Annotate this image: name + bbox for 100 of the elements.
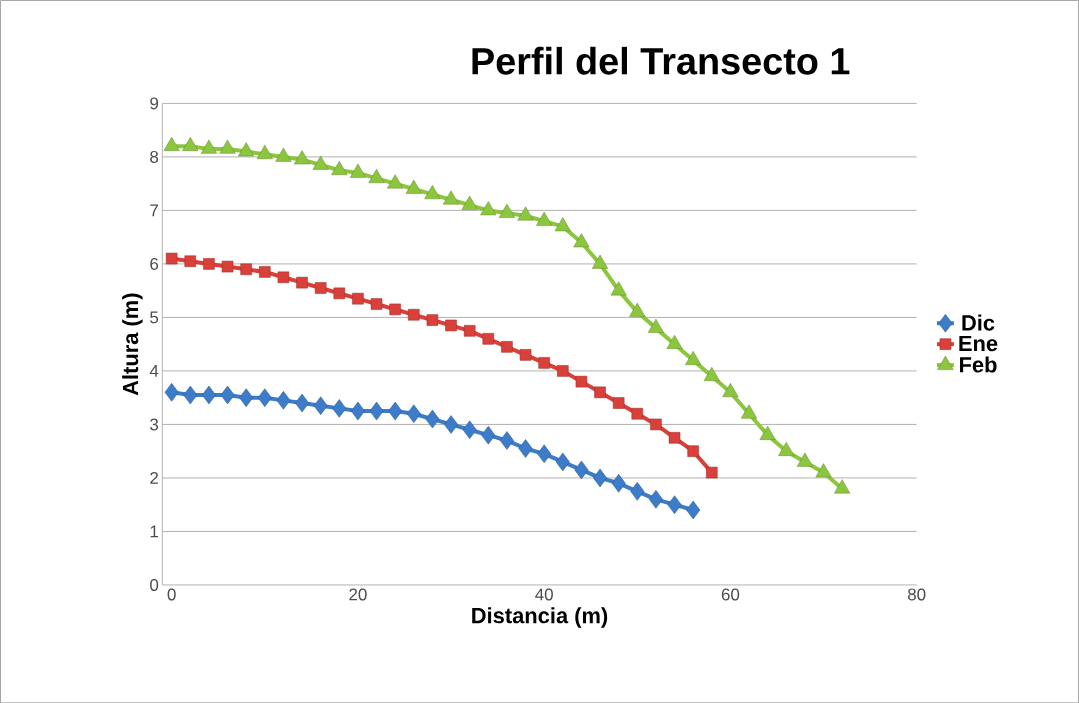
y-tick-label: 0 <box>150 578 159 591</box>
point <box>612 397 625 409</box>
point <box>501 340 513 353</box>
point <box>574 460 589 479</box>
point <box>462 420 477 439</box>
point <box>405 179 422 194</box>
point <box>610 281 627 296</box>
point <box>445 319 457 332</box>
point <box>201 385 216 405</box>
point <box>256 144 273 159</box>
point <box>518 439 533 458</box>
point <box>313 396 328 415</box>
point <box>426 314 439 326</box>
point <box>592 254 609 269</box>
point <box>221 260 234 273</box>
point <box>667 495 682 514</box>
y-tick-label: 9 <box>150 97 159 110</box>
point <box>259 266 271 278</box>
point <box>555 452 570 471</box>
point <box>314 282 327 294</box>
point <box>554 217 571 232</box>
y-tick-label: 5 <box>150 311 159 324</box>
x-tick-label: 0 <box>167 588 176 601</box>
point <box>163 136 180 151</box>
y-tick-label: 3 <box>150 418 159 431</box>
point <box>444 415 459 434</box>
point <box>482 332 495 345</box>
point <box>686 500 701 520</box>
point <box>387 174 404 189</box>
point <box>389 303 401 315</box>
y-tick-label: 4 <box>149 364 159 377</box>
point <box>219 139 236 154</box>
point <box>517 206 534 221</box>
point <box>630 481 645 501</box>
point <box>240 263 252 275</box>
point <box>538 356 550 369</box>
point <box>499 431 514 450</box>
point <box>406 404 421 423</box>
point <box>296 276 308 289</box>
point <box>741 404 758 419</box>
point <box>184 255 197 267</box>
x-tick-label: 40 <box>535 588 553 601</box>
point <box>275 147 292 162</box>
legend-label: Dic <box>962 314 995 331</box>
point <box>594 386 606 398</box>
y-tick-label: 8 <box>150 150 159 163</box>
point <box>425 409 440 429</box>
point <box>388 401 403 421</box>
legend-label: Feb <box>960 356 997 373</box>
y-tick-label: 2 <box>150 471 158 484</box>
point <box>537 444 552 463</box>
point <box>593 468 608 488</box>
chart-title: Perfil del Transecto 1 <box>472 46 850 75</box>
point <box>648 489 663 509</box>
point <box>183 385 198 405</box>
point <box>575 375 588 388</box>
point <box>350 401 365 421</box>
point <box>239 388 254 407</box>
point <box>706 466 718 479</box>
point <box>165 252 178 265</box>
point <box>368 168 385 183</box>
y-tick-label: 7 <box>150 204 158 217</box>
point <box>277 271 290 283</box>
point <box>295 393 310 413</box>
x-tick-label: 20 <box>349 588 367 601</box>
legend-label: Ene <box>959 335 998 352</box>
point <box>182 136 199 151</box>
point <box>480 201 497 215</box>
point <box>200 139 217 154</box>
y-tick-label: 6 <box>150 257 159 270</box>
point <box>443 190 460 205</box>
point <box>332 398 347 418</box>
point <box>463 324 476 337</box>
y-axis-title: Altura (m) <box>122 293 143 396</box>
point <box>611 473 626 493</box>
point <box>647 318 664 333</box>
x-tick-label: 60 <box>721 588 740 601</box>
point <box>631 407 644 420</box>
point <box>536 211 553 226</box>
point <box>220 385 235 405</box>
point <box>557 365 569 377</box>
point <box>666 334 683 349</box>
point <box>276 390 291 410</box>
point <box>203 258 215 270</box>
point <box>164 382 179 402</box>
point <box>687 445 699 457</box>
x-axis-title: Distancia (m) <box>472 607 608 628</box>
point <box>629 302 646 317</box>
point <box>333 287 346 299</box>
point <box>650 418 662 431</box>
point <box>238 142 255 157</box>
point <box>369 401 384 421</box>
point <box>498 203 515 218</box>
point <box>461 195 478 210</box>
point <box>424 184 441 199</box>
point <box>352 292 364 305</box>
x-tick-label: 80 <box>907 588 926 601</box>
point <box>573 233 590 248</box>
point <box>331 160 348 175</box>
point <box>294 150 311 165</box>
